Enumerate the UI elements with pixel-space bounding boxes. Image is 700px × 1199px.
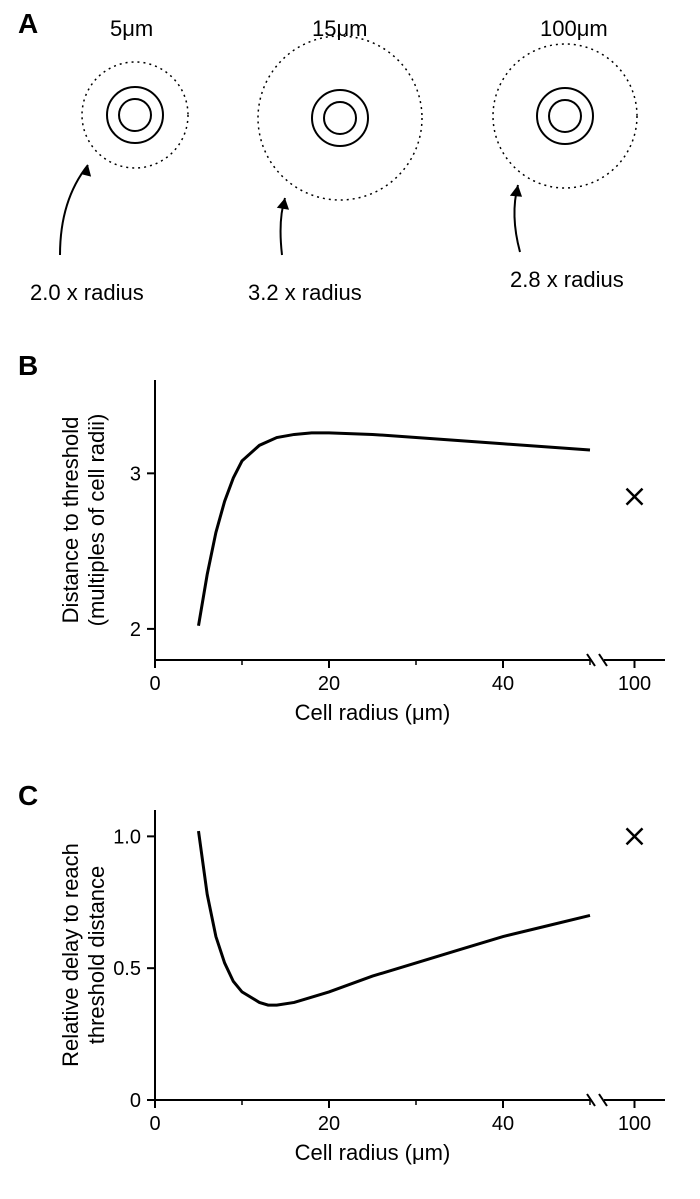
svg-text:100: 100 bbox=[618, 1113, 651, 1135]
svg-text:0: 0 bbox=[149, 1113, 160, 1135]
panel-a-radius-2: 2.8 x radius bbox=[510, 267, 624, 293]
svg-text:40: 40 bbox=[492, 673, 514, 695]
svg-text:Relative delay to reach: Relative delay to reach bbox=[58, 843, 83, 1067]
svg-text:(multiples of cell radii): (multiples of cell radii) bbox=[84, 414, 109, 627]
svg-text:100: 100 bbox=[618, 673, 651, 695]
panel-a-svg bbox=[0, 0, 700, 300]
svg-text:0.5: 0.5 bbox=[113, 958, 141, 980]
panel-c-chart: 0 20 40 100 0 0.5 1.0 Cell radius (μm) Relative … bbox=[0, 780, 700, 1180]
panel-b-chart: 0 20 40 100 2 3 Cell radius (μm) Distance to th… bbox=[0, 350, 700, 750]
svg-text:3: 3 bbox=[130, 463, 141, 485]
panel-a-radius-0: 2.0 x radius bbox=[30, 280, 144, 306]
panel-a-cell-2 bbox=[493, 44, 637, 252]
svg-text:20: 20 bbox=[318, 1113, 340, 1135]
svg-text:0: 0 bbox=[149, 673, 160, 695]
panel-a-cell-1 bbox=[258, 36, 422, 255]
svg-text:0: 0 bbox=[130, 1090, 141, 1112]
panel-a-cell-0 bbox=[60, 62, 188, 255]
svg-text:Cell radius (μm): Cell radius (μm) bbox=[295, 700, 451, 725]
svg-text:Distance to threshold: Distance to threshold bbox=[58, 417, 83, 624]
svg-text:2: 2 bbox=[130, 619, 141, 641]
svg-text:40: 40 bbox=[492, 1113, 514, 1135]
svg-text:threshold distance: threshold distance bbox=[84, 866, 109, 1045]
svg-text:1.0: 1.0 bbox=[113, 826, 141, 848]
panel-a-radius-1: 3.2 x radius bbox=[248, 280, 362, 306]
svg-text:20: 20 bbox=[318, 673, 340, 695]
svg-text:Cell radius (μm): Cell radius (μm) bbox=[295, 1140, 451, 1165]
